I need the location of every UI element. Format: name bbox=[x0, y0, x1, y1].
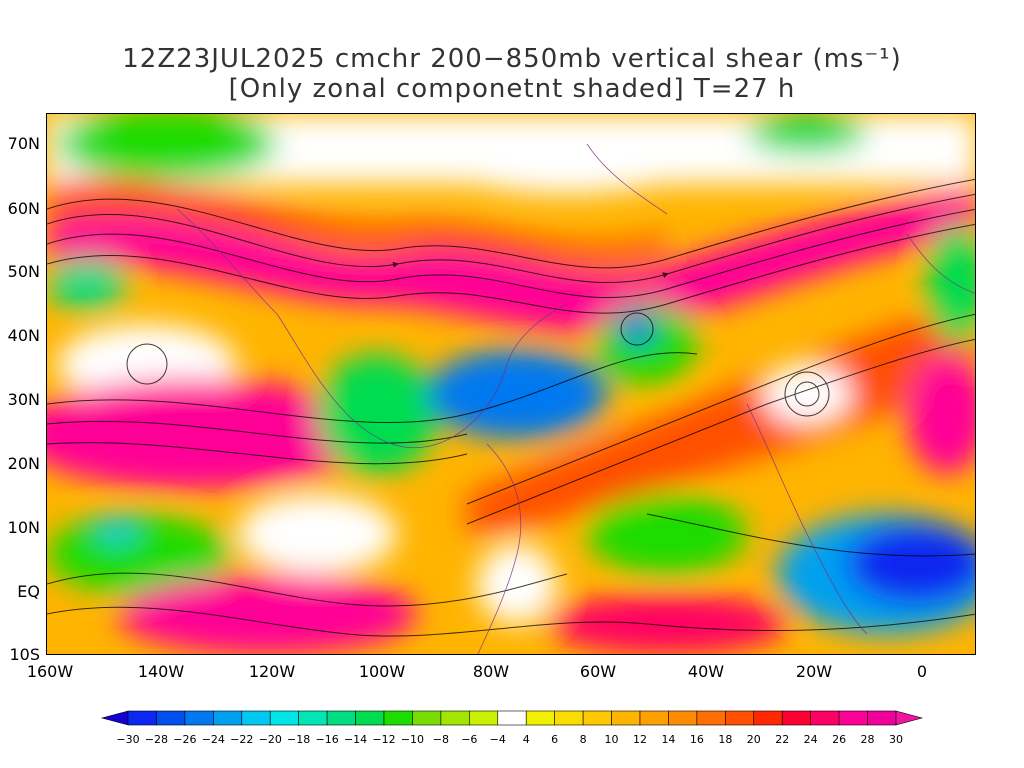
colorbar-swatch bbox=[326, 710, 356, 726]
shear-map-canvas bbox=[47, 114, 975, 654]
colorbar-swatch bbox=[213, 710, 243, 726]
colorbar-tick-label: 20 bbox=[746, 733, 761, 746]
colorbar-tick-label: 22 bbox=[775, 733, 790, 746]
colorbar-swatch bbox=[753, 710, 783, 726]
colorbar-swatch bbox=[639, 710, 669, 726]
colorbar-swatch bbox=[810, 710, 840, 726]
colorbar-tick-label: 18 bbox=[718, 733, 733, 746]
colorbar-tick-label: 30 bbox=[889, 733, 903, 746]
colorbar-swatch bbox=[383, 710, 413, 726]
colorbar-swatch bbox=[525, 710, 555, 726]
colorbar-arrow-high bbox=[895, 710, 924, 726]
lon-label-60w: 60W bbox=[579, 662, 617, 681]
colorbar-tick-label: 10 bbox=[604, 733, 619, 746]
colorbar-swatch bbox=[469, 710, 499, 726]
colorbar-swatch bbox=[497, 710, 527, 726]
streamlines bbox=[47, 178, 975, 637]
colorbar-tick-label: 24 bbox=[803, 733, 818, 746]
colorbar-tick-label: −14 bbox=[343, 733, 368, 746]
lat-label-30n: 30N bbox=[7, 390, 40, 409]
colorbar-tick-label: 26 bbox=[832, 733, 847, 746]
colorbar-swatch bbox=[611, 710, 641, 726]
lon-label-120w: 120W bbox=[248, 662, 296, 681]
lon-label-80w: 80W bbox=[472, 662, 510, 681]
colorbar-tick-label: −30 bbox=[116, 733, 140, 746]
colorbar-swatch bbox=[355, 710, 385, 726]
colorbar-tick-label: −20 bbox=[258, 733, 282, 746]
colorbar-tick-label: −28 bbox=[144, 733, 169, 746]
colorbar-arrow-low bbox=[100, 710, 129, 726]
colorbar-swatch bbox=[440, 710, 470, 726]
colorbar-tick-label: −18 bbox=[287, 733, 311, 746]
lon-label-160w: 160W bbox=[26, 662, 74, 681]
lat-label-50n: 50N bbox=[7, 262, 40, 281]
colorbar-tick-label: −8 bbox=[432, 733, 449, 746]
colorbar-swatch bbox=[156, 710, 186, 726]
colorbar-swatch bbox=[781, 710, 811, 726]
colorbar-swatch bbox=[184, 710, 214, 726]
colorbar-tick-label: −4 bbox=[489, 733, 506, 746]
colorbar-swatch bbox=[298, 710, 328, 726]
colorbar-tick-label: 16 bbox=[689, 733, 704, 746]
colorbar-swatch bbox=[412, 710, 442, 726]
colorbar-tick-label: −26 bbox=[173, 733, 197, 746]
lat-label-40n: 40N bbox=[7, 326, 40, 345]
lat-label-70n: 70N bbox=[7, 134, 40, 153]
colorbar-tick-label: 14 bbox=[661, 733, 676, 746]
lon-label-140w: 140W bbox=[137, 662, 185, 681]
lat-label-60n: 60N bbox=[7, 199, 40, 218]
colorbar-swatch bbox=[838, 710, 868, 726]
colorbar-swatch bbox=[696, 710, 726, 726]
colorbar-tick-label: 6 bbox=[551, 733, 559, 746]
colorbar-swatch bbox=[269, 710, 299, 726]
lat-label-eq: EQ bbox=[17, 582, 40, 601]
colorbar-tick-label: −22 bbox=[230, 733, 254, 746]
colorbar-tick-label: 4 bbox=[522, 733, 530, 746]
colorbar-swatch bbox=[668, 710, 698, 726]
colorbar-tick-label: −12 bbox=[372, 733, 396, 746]
colorbar-swatch bbox=[867, 710, 897, 726]
lon-label-100w: 100W bbox=[358, 662, 406, 681]
colorbar-tick-label: −16 bbox=[315, 733, 339, 746]
lon-label-0: 0 bbox=[916, 662, 928, 681]
colorbar-tick-label: −6 bbox=[461, 733, 478, 746]
lon-label-20w: 20W bbox=[795, 662, 833, 681]
colorbar-swatch bbox=[725, 710, 755, 726]
lat-label-10n: 10N bbox=[7, 518, 40, 537]
lat-label-10s: 10S bbox=[9, 645, 40, 664]
shear-map bbox=[46, 113, 976, 655]
title-line-1: 12Z23JUL2025 cmchr 200−850mb vertical sh… bbox=[122, 44, 902, 74]
colorbar-tick-label: 8 bbox=[579, 733, 587, 746]
title-line-2: [Only zonal componetnt shaded] T=27 h bbox=[228, 74, 796, 104]
colorbar-swatch bbox=[582, 710, 612, 726]
colorbar bbox=[100, 710, 924, 726]
coastlines bbox=[176, 143, 975, 654]
colorbar-tick-label: 28 bbox=[860, 733, 875, 746]
colorbar-swatch bbox=[127, 710, 157, 726]
colorbar-tick-label: −10 bbox=[400, 733, 425, 746]
colorbar-tick-label: 12 bbox=[633, 733, 647, 746]
colorbar-tick-label: −24 bbox=[201, 733, 225, 746]
colorbar-swatch bbox=[241, 710, 271, 726]
lon-label-40w: 40W bbox=[687, 662, 725, 681]
colorbar-swatch bbox=[554, 710, 584, 726]
lat-label-20n: 20N bbox=[7, 454, 40, 473]
